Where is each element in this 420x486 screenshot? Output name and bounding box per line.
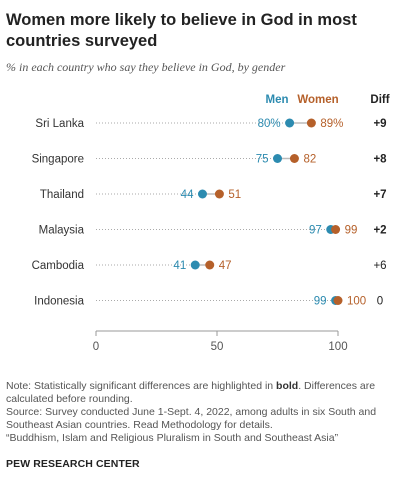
- value-label-women: 100: [347, 296, 366, 308]
- country-label: Sri Lanka: [35, 118, 84, 130]
- dot-men: [197, 189, 207, 199]
- dot-women: [289, 154, 299, 163]
- value-label-men: 44: [181, 189, 194, 201]
- x-tick-label: 50: [211, 341, 224, 353]
- value-label-women: 47: [219, 260, 232, 272]
- legend-men: Men: [266, 94, 289, 106]
- country-label: Indonesia: [34, 296, 84, 308]
- dot-plot: Men Women Diff Sri Lanka 80% 89% +9 Singapore 75…: [32, 94, 390, 353]
- chart-title: Women more likely to believe in God in m…: [6, 11, 357, 50]
- diff-value: +8: [373, 154, 387, 166]
- country-label: Cambodia: [32, 260, 85, 272]
- x-tick-label: 100: [328, 341, 347, 353]
- diff-value: +7: [373, 189, 386, 201]
- value-label-men: 41: [173, 260, 186, 272]
- source-text: Source: Survey conducted June 1-Sept. 4,…: [6, 406, 377, 431]
- chart-subtitle: % in each country who say they believe i…: [6, 60, 286, 74]
- value-label-women: 89%: [320, 118, 343, 130]
- note-text: Note: Statistically significant differen…: [6, 380, 414, 406]
- diff-value: 0: [377, 296, 383, 308]
- chart-notes: Note: Statistically significant differen…: [6, 380, 414, 445]
- dot-women: [331, 225, 341, 234]
- value-label-men: 97: [309, 225, 322, 237]
- diff-value: +9: [373, 118, 386, 130]
- country-label: Thailand: [40, 189, 84, 201]
- dot-men: [273, 154, 282, 163]
- x-tick-label: 0: [93, 341, 99, 353]
- country-label: Malaysia: [39, 225, 85, 237]
- note-prefix: Note: Statistically significant differen…: [6, 380, 277, 392]
- value-label-men: 75: [256, 154, 269, 166]
- value-label-men: 80%: [258, 118, 281, 130]
- pew-logo: PEW RESEARCH CENTER: [6, 458, 140, 470]
- diff-value: +2: [373, 225, 386, 237]
- country-label: Singapore: [32, 154, 84, 166]
- dot-women: [333, 296, 343, 305]
- diff-header: Diff: [370, 94, 389, 106]
- value-label-women: 99: [345, 225, 358, 237]
- dot-men: [285, 118, 295, 128]
- note-suffix: . Differences are calculated before roun…: [6, 380, 376, 405]
- report-title: “Buddhism, Islam and Religious Pluralism…: [6, 432, 339, 444]
- dot-women: [205, 260, 215, 270]
- diff-value: +6: [373, 260, 386, 272]
- dot-women: [306, 118, 316, 128]
- dot-women: [214, 189, 224, 199]
- value-label-women: 51: [228, 189, 241, 201]
- legend-women: Women: [297, 94, 338, 106]
- note-bold-word: bold: [276, 380, 299, 392]
- value-label-men: 99: [314, 296, 327, 308]
- dot-men: [190, 260, 200, 270]
- value-label-women: 82: [303, 154, 316, 166]
